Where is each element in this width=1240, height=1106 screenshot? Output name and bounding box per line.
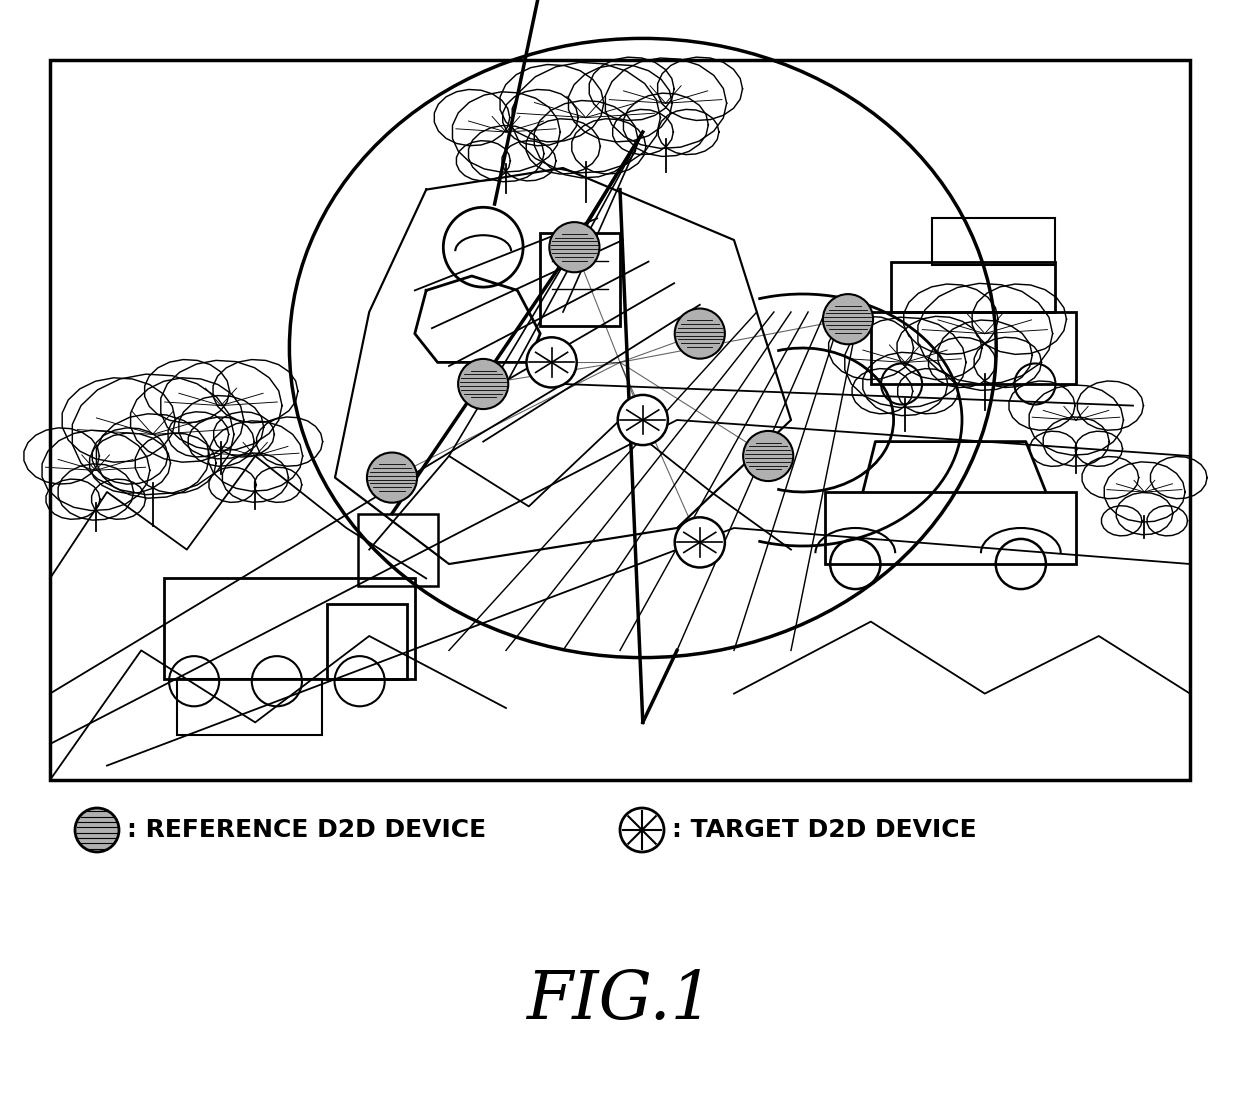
Circle shape (74, 808, 119, 852)
Circle shape (620, 808, 663, 852)
FancyBboxPatch shape (50, 60, 1190, 780)
Circle shape (367, 452, 417, 503)
Circle shape (549, 222, 599, 272)
Circle shape (527, 337, 577, 387)
Circle shape (675, 518, 725, 567)
Text: : TARGET D2D DEVICE: : TARGET D2D DEVICE (672, 818, 977, 842)
Circle shape (458, 359, 508, 409)
Text: : REFERENCE D2D DEVICE: : REFERENCE D2D DEVICE (126, 818, 486, 842)
Circle shape (618, 395, 668, 445)
Circle shape (743, 431, 794, 481)
Circle shape (675, 309, 725, 358)
Text: FIG.1: FIG.1 (527, 968, 713, 1033)
Circle shape (823, 294, 873, 344)
